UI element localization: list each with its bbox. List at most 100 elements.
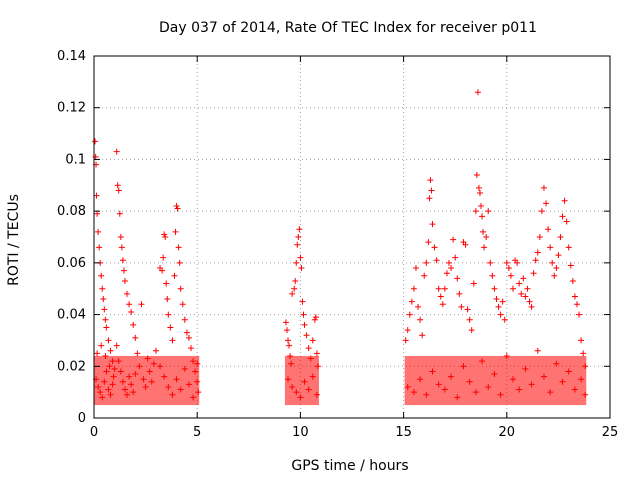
data-point xyxy=(305,386,312,393)
data-point xyxy=(110,373,117,380)
data-point xyxy=(476,190,483,197)
data-point xyxy=(520,275,527,282)
y-axis-label: ROTI / TECUs xyxy=(6,194,22,286)
data-point xyxy=(98,272,105,279)
data-point xyxy=(286,342,293,349)
data-point xyxy=(540,373,547,380)
data-point xyxy=(474,89,481,96)
data-point xyxy=(138,301,145,308)
data-point xyxy=(406,311,413,318)
data-point xyxy=(109,358,116,365)
data-point xyxy=(299,298,306,305)
data-point xyxy=(497,391,504,398)
data-point xyxy=(314,363,321,370)
data-point xyxy=(288,360,295,367)
data-point xyxy=(313,350,320,357)
data-point xyxy=(501,316,508,323)
data-point xyxy=(99,285,106,292)
data-point xyxy=(576,311,583,318)
data-point xyxy=(483,234,490,240)
data-point xyxy=(287,352,294,359)
data-point xyxy=(285,337,292,344)
data-point xyxy=(298,265,305,272)
data-point xyxy=(569,277,576,284)
data-point xyxy=(472,208,479,215)
data-point xyxy=(528,381,535,388)
data-point xyxy=(159,267,166,274)
data-point xyxy=(545,226,552,233)
data-point xyxy=(491,285,498,292)
data-point xyxy=(94,350,101,357)
data-point xyxy=(101,306,108,313)
data-point xyxy=(441,386,448,393)
data-point xyxy=(567,262,574,269)
data-point xyxy=(437,293,444,300)
data-point xyxy=(491,371,498,378)
data-point xyxy=(169,337,176,344)
data-point xyxy=(177,386,184,393)
x-tick-label: 10 xyxy=(292,425,309,440)
data-point xyxy=(183,329,190,336)
data-point xyxy=(551,272,558,279)
data-point xyxy=(291,285,298,292)
data-point xyxy=(454,394,461,401)
data-point xyxy=(185,381,192,388)
data-point xyxy=(105,337,112,344)
data-point xyxy=(404,383,411,390)
data-point xyxy=(460,363,467,370)
data-point xyxy=(121,386,128,393)
data-point xyxy=(113,342,120,349)
data-point xyxy=(423,259,430,266)
data-point xyxy=(439,301,446,308)
data-point xyxy=(132,334,139,341)
data-point xyxy=(102,352,109,359)
data-point xyxy=(468,327,475,334)
plot-frame xyxy=(93,55,611,419)
data-point xyxy=(192,368,199,375)
data-point xyxy=(472,389,479,396)
data-point xyxy=(573,301,580,308)
data-point xyxy=(293,259,300,266)
data-point xyxy=(120,267,127,274)
data-point xyxy=(97,389,104,396)
data-point xyxy=(162,234,169,240)
data-point xyxy=(431,244,438,251)
data-point xyxy=(312,314,319,321)
data-point xyxy=(115,187,122,194)
data-point xyxy=(534,347,541,354)
data-point xyxy=(176,259,183,266)
data-point xyxy=(497,311,504,318)
data-point xyxy=(103,368,110,375)
data-point xyxy=(456,290,463,297)
data-point xyxy=(547,389,554,396)
data-point xyxy=(313,391,320,398)
data-point xyxy=(408,298,415,305)
x-tick-label: 20 xyxy=(499,425,516,440)
data-point xyxy=(124,391,131,398)
data-point xyxy=(499,298,506,305)
y-tick-label: 0.14 xyxy=(57,49,86,64)
data-point xyxy=(296,226,303,233)
data-point xyxy=(152,347,159,354)
data-point xyxy=(429,221,436,228)
data-point xyxy=(462,241,469,248)
data-point xyxy=(146,368,153,375)
data-point xyxy=(107,347,114,354)
data-point xyxy=(148,378,155,385)
data-point xyxy=(96,244,103,251)
data-point xyxy=(285,376,292,383)
data-point xyxy=(172,228,179,235)
data-point xyxy=(150,360,157,367)
data-point xyxy=(95,228,102,235)
data-point xyxy=(415,303,422,310)
data-point xyxy=(485,208,492,215)
x-tick-label: 25 xyxy=(602,425,619,440)
data-point xyxy=(301,378,308,385)
data-point xyxy=(557,234,564,240)
data-point xyxy=(427,177,434,184)
data-point xyxy=(190,394,197,401)
data-point xyxy=(107,391,114,398)
data-point xyxy=(526,298,533,305)
data-point xyxy=(507,272,514,279)
data-point xyxy=(185,334,192,341)
